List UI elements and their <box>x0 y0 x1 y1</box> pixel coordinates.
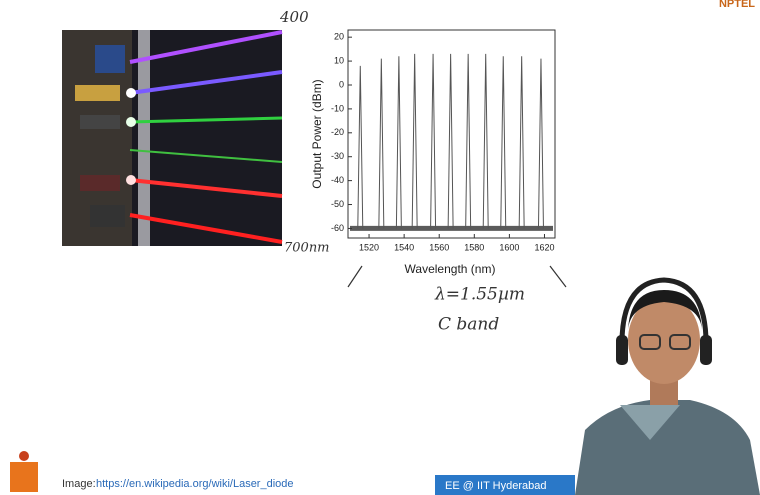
annotation-400: 400 <box>279 8 309 26</box>
x-tick-label: 1580 <box>464 242 484 252</box>
annotation-700nm: 700nm <box>284 241 330 256</box>
y-tick-label: -40 <box>331 175 344 185</box>
nptel-logo: NPTEL <box>719 0 755 10</box>
y-tick-label: -10 <box>331 103 344 113</box>
x-tick-label: 1620 <box>534 242 554 252</box>
lecture-frame: NPTEL 400 700nm Wavelength (nm) Output P… <box>0 0 760 495</box>
band-note: C band <box>438 315 499 335</box>
y-tick-label: -50 <box>331 199 344 209</box>
x-tick-label: 1540 <box>394 242 414 252</box>
credit-url[interactable]: https://en.wikipedia.org/wiki/Laser_diod… <box>96 478 294 490</box>
wavelength-note: λ=1.55µm <box>434 285 525 305</box>
y-tick-label: 0 <box>339 79 344 89</box>
y-tick-label: -60 <box>331 223 344 233</box>
laser-photo <box>62 30 282 246</box>
y-axis-label: Output Power (dBm) <box>310 79 324 188</box>
institute-label: EE @ IIT Hyderabad <box>445 480 546 492</box>
y-tick-label: 10 <box>334 55 344 65</box>
x-axis-label: Wavelength (nm) <box>405 262 496 276</box>
x-tick-label: 1600 <box>499 242 519 252</box>
credit-label: Image: <box>62 478 96 490</box>
x-tick-label: 1560 <box>429 242 449 252</box>
y-tick-label: -20 <box>331 127 344 137</box>
y-tick-label: 20 <box>334 32 344 42</box>
y-tick-label: -30 <box>331 151 344 161</box>
x-tick-label: 1520 <box>359 242 379 252</box>
